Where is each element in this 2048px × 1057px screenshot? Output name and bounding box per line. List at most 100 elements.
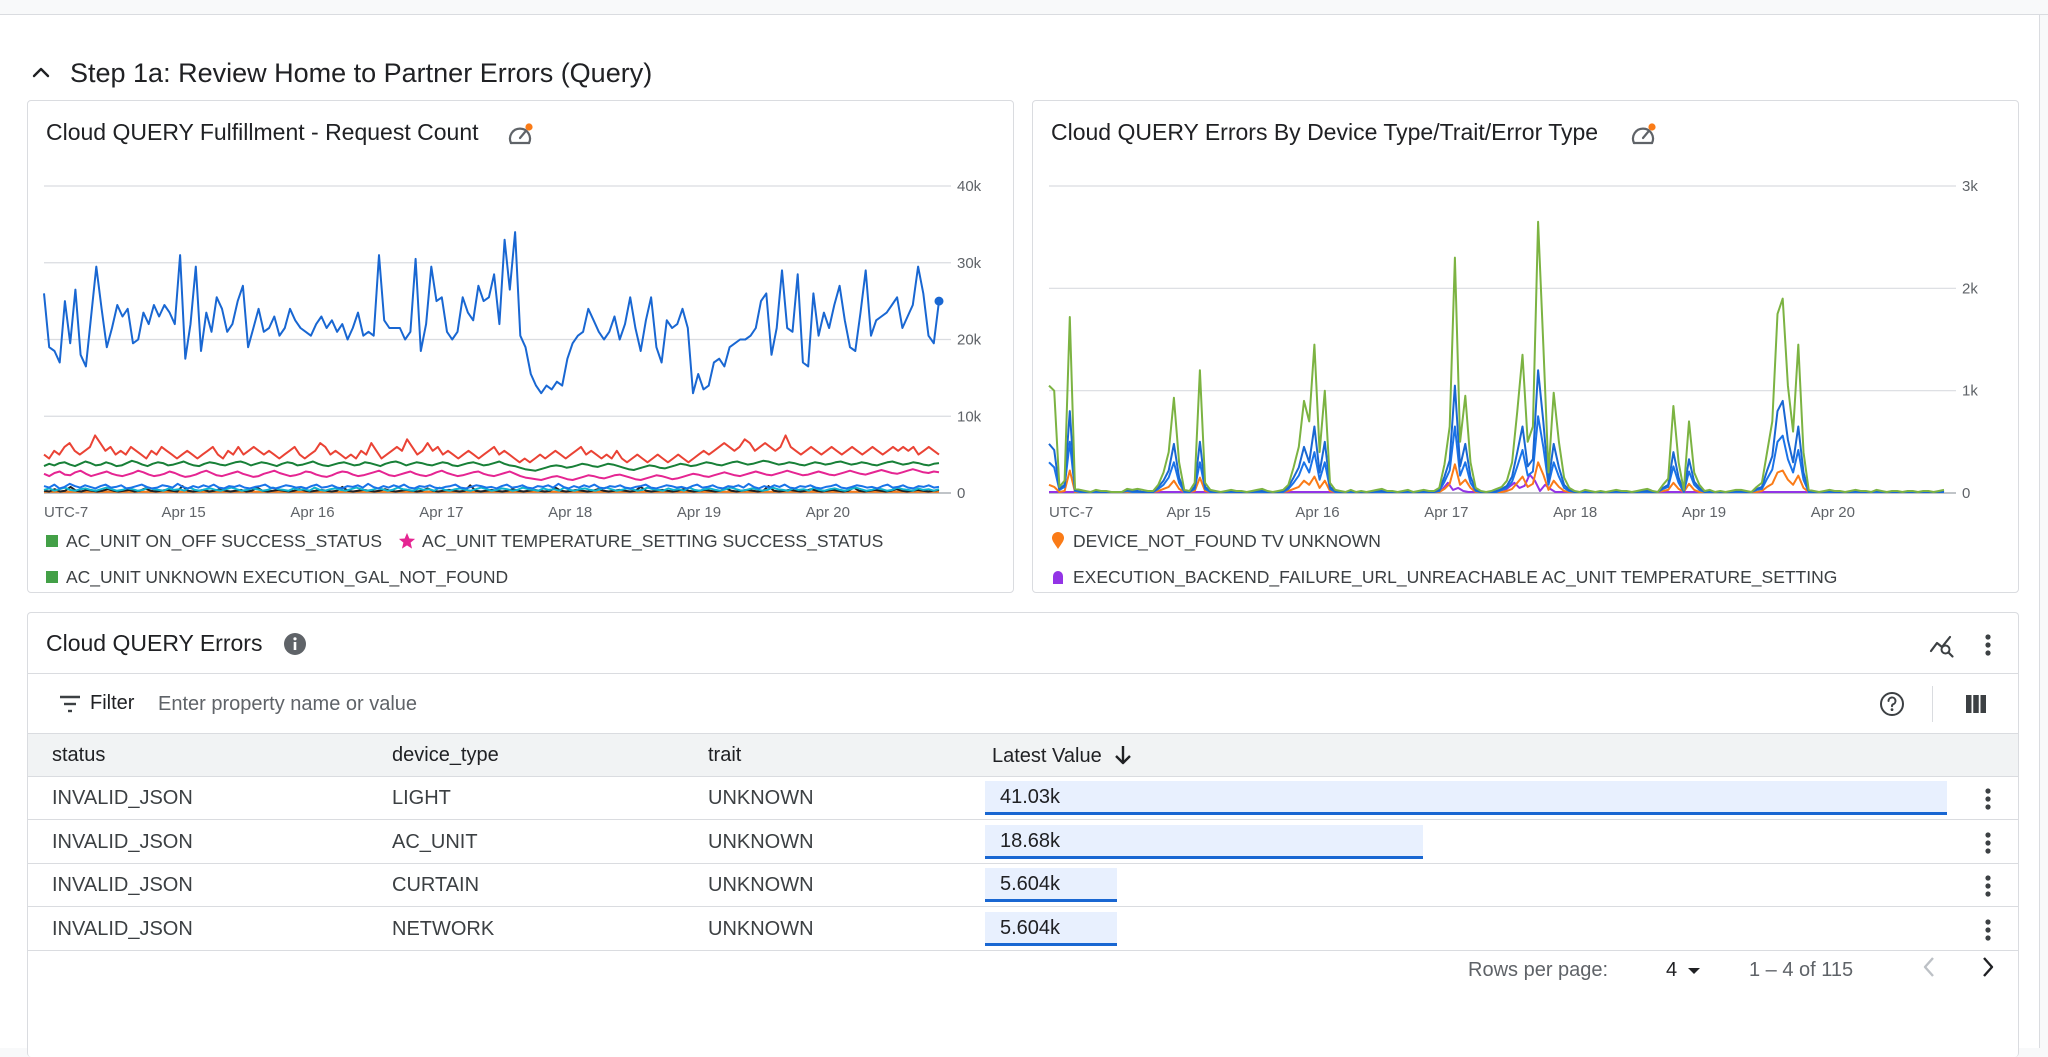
legend-item[interactable]: EXECUTION_BACKEND_FAILURE_URL_UNREACHABL… (1051, 567, 1837, 588)
help-icon[interactable] (1876, 688, 1908, 720)
legend-item[interactable]: AC_UNIT TEMPERATURE_SETTING SUCCESS_STAT… (398, 531, 883, 552)
cell-device-type: LIGHT (392, 787, 451, 809)
row-more-vert-icon[interactable] (1972, 870, 2004, 902)
series-line[interactable] (43, 482, 940, 490)
cell-status: INVALID_JSON (52, 830, 193, 853)
explore-gauge-icon[interactable] (506, 121, 534, 149)
next-page-chevron-right-icon[interactable] (1972, 951, 2004, 983)
collapse-chevron-up-icon[interactable] (26, 58, 56, 88)
column-header-label: Latest Value (992, 745, 1102, 767)
y-tick-label: 40k (957, 178, 982, 195)
legend-item[interactable]: AC_UNIT ON_OFF SUCCESS_STATUS (46, 531, 382, 552)
y-tick-label: 20k (957, 332, 982, 349)
table-row[interactable]: INVALID_JSON NETWORK UNKNOWN 5.604k (28, 908, 2018, 951)
errors-by-type-chart-card: Cloud QUERY Errors By Device Type/Trait/… (1032, 100, 2019, 593)
cell-latest-value: 41.03k (1000, 786, 1061, 808)
x-tick-label: Apr 18 (1553, 504, 1597, 521)
legend-pin-icon (1052, 532, 1064, 549)
series-line[interactable] (43, 486, 940, 492)
cell-device-type: NETWORK (392, 917, 495, 940)
table-row[interactable]: INVALID_JSON LIGHT UNKNOWN 41.03k (28, 777, 2018, 820)
series-line[interactable] (1048, 369, 1945, 493)
x-tick-label: Apr 15 (162, 504, 206, 521)
chart-title: Cloud QUERY Fulfillment - Request Count (46, 119, 479, 145)
section-title: Step 1a: Review Home to Partner Errors (… (70, 57, 653, 88)
chart-legend: AC_UNIT ON_OFF SUCCESS_STATUS AC_UNIT TE… (46, 523, 899, 595)
explore-metrics-icon[interactable] (1926, 629, 1958, 661)
legend-item[interactable]: AC_UNIT UNKNOWN EXECUTION_GAL_NOT_FOUND (46, 567, 508, 588)
legend-item[interactable]: DEVICE_NOT_FOUND TV UNKNOWN (1051, 531, 1381, 552)
rows-per-page-label: Rows per page: (1468, 959, 1609, 981)
filter-list-icon[interactable] (58, 694, 82, 714)
legend-square-icon (46, 571, 58, 583)
series-end-point (934, 296, 944, 306)
errors-table-card: Cloud QUERY Errors Filter (27, 612, 2019, 1057)
series-line[interactable] (43, 231, 940, 395)
filter-bar: Filter (28, 673, 2018, 733)
column-header-trait[interactable]: trait (708, 744, 742, 766)
rows-per-page-value: 4 (1666, 959, 1678, 981)
value-bar: 5.604k (985, 911, 1117, 946)
chart-title: Cloud QUERY Errors By Device Type/Trait/… (1051, 119, 1599, 145)
dashboard-section: Step 1a: Review Home to Partner Errors (… (0, 15, 2040, 1057)
filter-input[interactable] (156, 686, 1456, 722)
legend-star-icon (398, 532, 416, 549)
cell-trait: UNKNOWN (708, 830, 814, 853)
timezone-label: UTC-7 (1049, 504, 1093, 521)
column-picker-icon[interactable] (1960, 688, 1992, 720)
table-row[interactable]: INVALID_JSON AC_UNIT UNKNOWN 18.68k (28, 821, 2018, 864)
x-tick-label: Apr 16 (290, 504, 334, 521)
rows-per-page-select[interactable]: 4 (1666, 959, 1701, 999)
cell-trait: UNKNOWN (708, 874, 814, 896)
more-vert-icon[interactable] (1972, 629, 2004, 661)
column-header-latest-value[interactable]: Latest Value (992, 744, 1133, 768)
dropdown-arrow-icon (1687, 968, 1700, 974)
y-tick-label: 3k (1962, 178, 1978, 195)
y-tick-label: 10k (957, 408, 982, 425)
series-line[interactable] (43, 459, 940, 472)
cell-latest-value: 5.604k (1000, 916, 1061, 939)
x-tick-label: Apr 15 (1167, 504, 1211, 521)
legend-label: AC_UNIT UNKNOWN EXECUTION_GAL_NOT_FOUND (66, 566, 509, 587)
section-header: Step 1a: Review Home to Partner Errors (… (26, 53, 652, 93)
sort-arrow-down-icon[interactable] (1113, 744, 1133, 766)
request-count-chart: 0 10k 20k 30k 40k UTC-7 Apr 15 Apr 16 Apr 17 Apr … (43, 178, 982, 521)
series-line[interactable] (43, 434, 940, 464)
top-divider (0, 14, 2048, 15)
table-row[interactable]: INVALID_JSON CURTAIN UNKNOWN 5.604k (28, 864, 2018, 907)
column-header-status[interactable]: status (52, 744, 106, 766)
timezone-label: UTC-7 (44, 504, 88, 521)
value-bar: 5.604k (985, 868, 1117, 902)
pagination-range: 1 – 4 of 115 (1749, 959, 1854, 981)
explore-gauge-icon[interactable] (1629, 121, 1657, 149)
y-tick-label: 0 (1962, 485, 1970, 502)
row-more-vert-icon[interactable] (1972, 783, 2004, 815)
table-title: Cloud QUERY Errors (46, 630, 263, 656)
legend-label: AC_UNIT TEMPERATURE_SETTING SUCCESS_STAT… (422, 530, 884, 551)
x-tick-label: Apr 20 (1811, 504, 1855, 521)
series-line[interactable] (43, 468, 940, 481)
request-count-chart-card: Cloud QUERY Fulfillment - Request Count … (27, 100, 1014, 593)
cell-status: INVALID_JSON (52, 787, 193, 809)
column-header-device-type[interactable]: device_type (392, 744, 499, 766)
x-tick-label: Apr 17 (1424, 504, 1468, 521)
cell-device-type: CURTAIN (392, 874, 480, 896)
cell-status: INVALID_JSON (52, 917, 193, 940)
value-bar: 41.03k (985, 781, 1947, 815)
cell-latest-value: 18.68k (1000, 829, 1061, 852)
table-header: status device_type trait Latest Value (28, 733, 2018, 777)
row-more-vert-icon[interactable] (1972, 827, 2004, 859)
prev-page-chevron-left-icon[interactable] (1913, 951, 1945, 983)
y-tick-label: 30k (957, 255, 982, 272)
x-tick-label: Apr 19 (1682, 504, 1726, 521)
series-line[interactable] (1048, 220, 1945, 493)
x-tick-label: Apr 16 (1295, 504, 1339, 521)
cell-trait: UNKNOWN (708, 917, 814, 940)
x-tick-label: Apr 17 (419, 504, 463, 521)
y-tick-label: 2k (1962, 280, 1978, 297)
info-icon[interactable] (282, 631, 308, 657)
row-more-vert-icon[interactable] (1972, 914, 2004, 946)
filter-label[interactable]: Filter (90, 692, 135, 714)
legend-bag-icon (1053, 571, 1063, 584)
